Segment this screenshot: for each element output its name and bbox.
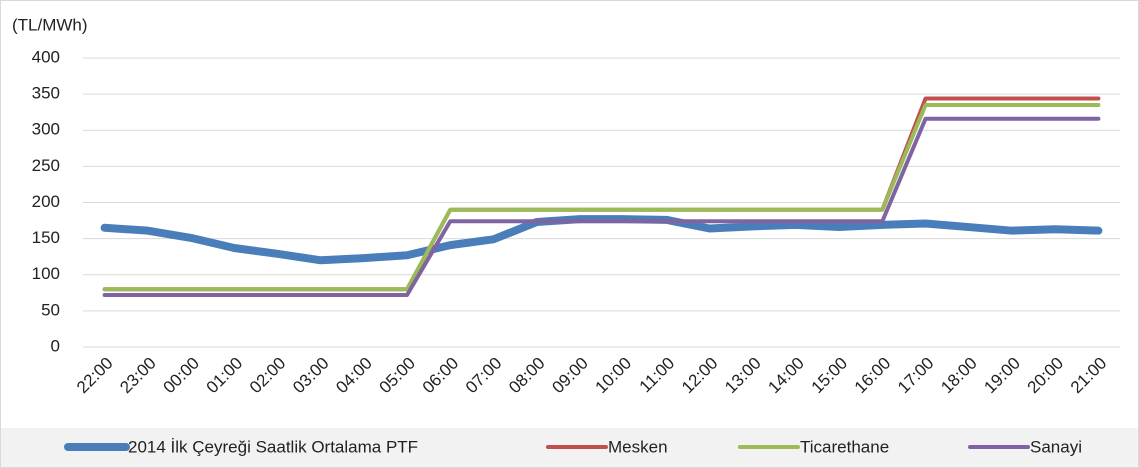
y-tick-label: 0 — [51, 336, 60, 355]
y-tick-label: 50 — [41, 300, 60, 319]
y-tick-label: 350 — [32, 84, 60, 103]
series-line — [102, 102, 1101, 292]
y-tick-label: 300 — [32, 120, 60, 139]
legend-label: Ticarethane — [800, 437, 889, 456]
y-axis-label: (TL/MWh) — [12, 15, 88, 34]
series-line — [102, 116, 1101, 297]
legend-label: Sanayi — [1030, 437, 1082, 456]
legend-label: 2014 İlk Çeyreği Saatlik Ortalama PTF — [128, 437, 418, 456]
y-tick-label: 250 — [32, 156, 60, 175]
y-tick-label: 100 — [32, 264, 60, 283]
y-tick-label: 150 — [32, 228, 60, 247]
legend-label: Mesken — [608, 437, 668, 456]
y-tick-label: 400 — [32, 47, 60, 66]
series-line — [100, 215, 1103, 265]
y-tick-label: 200 — [32, 192, 60, 211]
